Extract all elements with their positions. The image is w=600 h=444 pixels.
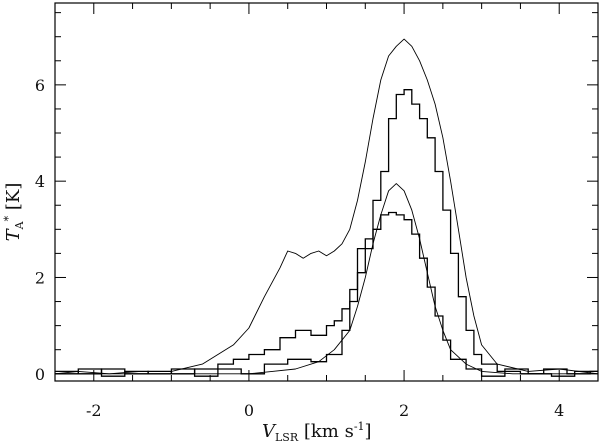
x-axis-title: VLSR [km s-1] xyxy=(262,420,372,444)
y-tick-label: 6 xyxy=(35,76,45,95)
x-tick-label: 0 xyxy=(244,401,254,420)
y-tick-label: 2 xyxy=(35,268,45,287)
y-tick-label: 4 xyxy=(35,172,45,191)
tick-labels: -2 0 2 4 0 2 4 6 xyxy=(35,76,564,420)
series-histogram-3 xyxy=(55,211,598,377)
y-axis-title: TA* [K] xyxy=(2,183,26,242)
series-line-2 xyxy=(55,183,598,375)
y-tick-label: 0 xyxy=(35,365,45,384)
series-histogram-1 xyxy=(55,89,598,375)
series-line-0 xyxy=(54,38,599,375)
tick-marks xyxy=(54,3,599,381)
x-tick-label: 4 xyxy=(554,401,564,420)
series-layer xyxy=(54,38,599,377)
x-tick-label: -2 xyxy=(86,401,102,420)
x-tick-label: 2 xyxy=(399,401,409,420)
plot-frame xyxy=(54,2,599,382)
